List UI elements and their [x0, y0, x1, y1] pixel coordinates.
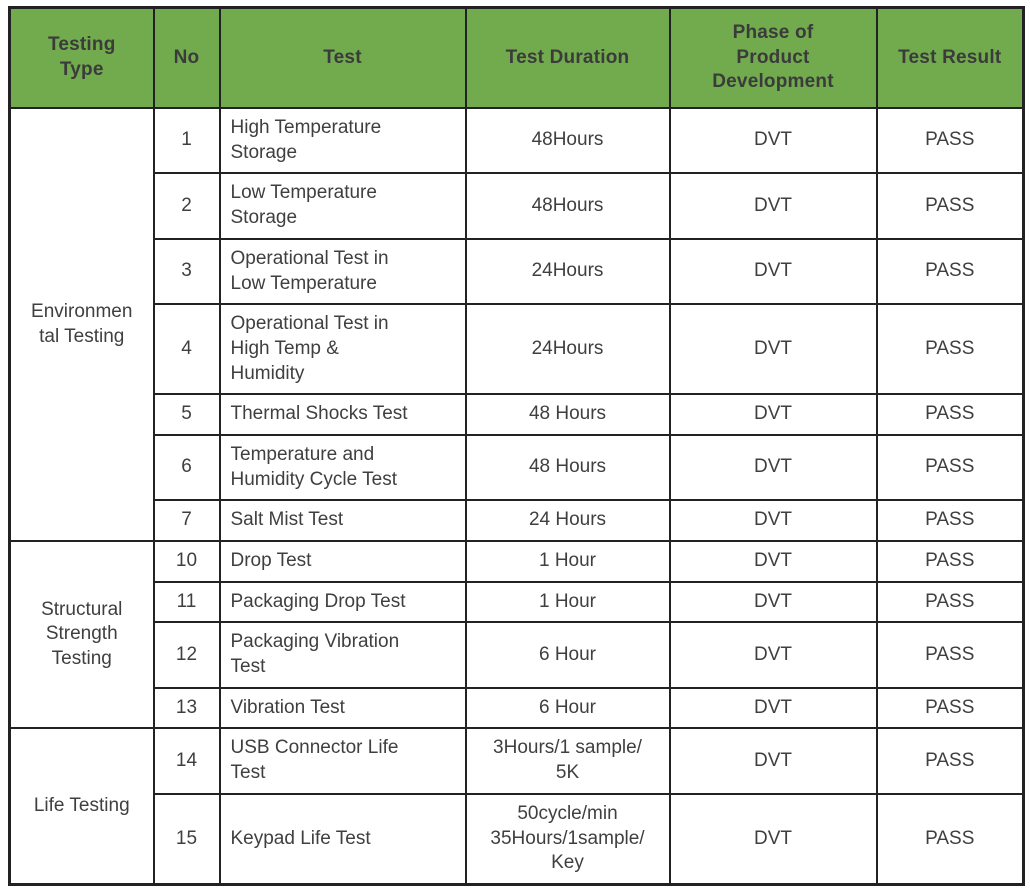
- table-row: 11 Packaging Drop Test 1 Hour DVT PASS: [10, 580, 1025, 624]
- table-row: 6 Temperature and Humidity Cycle Test 48…: [10, 433, 1025, 502]
- table-row: 15 Keypad Life Test 50cycle/min 35Hours/…: [10, 792, 1025, 886]
- cell-duration: 3Hours/1 sample/ 5K: [464, 727, 671, 795]
- cell-result: PASS: [875, 393, 1025, 436]
- reliability-test-table: Testing Type No Test Test Duration Phase…: [8, 6, 1025, 886]
- cell-no: 14: [152, 727, 221, 795]
- cell-phase: DVT: [668, 727, 878, 795]
- cell-duration: 48Hours: [464, 172, 671, 240]
- cell-duration: 1 Hour: [464, 580, 671, 624]
- group-label-life-testing: Life Testing: [8, 727, 155, 886]
- cell-test: USB Connector Life Test: [218, 727, 467, 795]
- cell-result: PASS: [875, 727, 1025, 795]
- cell-phase: DVT: [668, 172, 878, 240]
- cell-duration: 48 Hours: [464, 393, 671, 436]
- cell-no: 11: [152, 580, 221, 624]
- cell-no: 15: [152, 792, 221, 886]
- cell-test: Operational Test in Low Temperature: [218, 237, 467, 306]
- cell-test: Packaging Vibration Test: [218, 621, 467, 689]
- cell-phase: DVT: [668, 580, 878, 624]
- cell-result: PASS: [875, 540, 1025, 583]
- cell-test: Salt Mist Test: [218, 499, 467, 542]
- cell-no: 5: [152, 393, 221, 436]
- cell-phase: DVT: [668, 393, 878, 436]
- cell-duration: 24 Hours: [464, 499, 671, 542]
- cell-no: 10: [152, 540, 221, 583]
- cell-phase: DVT: [668, 540, 878, 583]
- cell-test: High Temperature Storage: [218, 107, 467, 175]
- table-row: Life Testing 14 USB Connector Life Test …: [8, 727, 1025, 886]
- cell-phase: DVT: [668, 303, 878, 396]
- cell-duration: 48Hours: [464, 107, 671, 175]
- cell-no: 3: [152, 237, 221, 306]
- table-row: 3 Operational Test in Low Temperature 24…: [10, 237, 1025, 306]
- header-no: No: [152, 6, 221, 110]
- cell-test: Temperature and Humidity Cycle Test: [218, 433, 467, 502]
- cell-duration: 24Hours: [464, 237, 671, 306]
- group-label-structural-strength-testing: Structural Strength Testing: [8, 539, 155, 730]
- table-row: 2 Low Temperature Storage 48Hours DVT PA…: [10, 172, 1025, 240]
- cell-result: PASS: [875, 580, 1025, 624]
- header-test-result: Test Result: [875, 6, 1025, 110]
- cell-duration: 50cycle/min 35Hours/1sample/ Key: [464, 792, 671, 886]
- header-testing-type: Testing Type: [8, 6, 155, 110]
- cell-phase: DVT: [668, 433, 878, 502]
- header-row: Testing Type No Test Test Duration Phase…: [8, 6, 1025, 110]
- cell-phase: DVT: [668, 621, 878, 689]
- cell-phase: DVT: [668, 686, 878, 730]
- cell-result: PASS: [875, 237, 1025, 306]
- table-body: Environmen tal Testing 1 High Temperatur…: [8, 107, 1025, 886]
- table-row: Structural Strength Testing 10 Drop Test…: [8, 539, 1025, 730]
- cell-test: Keypad Life Test: [218, 792, 467, 886]
- cell-no: 7: [152, 499, 221, 542]
- cell-test: Low Temperature Storage: [218, 172, 467, 240]
- cell-duration: 24Hours: [464, 303, 671, 396]
- cell-result: PASS: [875, 686, 1025, 730]
- cell-phase: DVT: [668, 107, 878, 175]
- cell-test: Thermal Shocks Test: [218, 393, 467, 436]
- header-test-duration: Test Duration: [464, 6, 671, 110]
- cell-phase: DVT: [668, 237, 878, 306]
- cell-test: Packaging Drop Test: [218, 580, 467, 624]
- table-row: 13 Vibration Test 6 Hour DVT PASS: [10, 686, 1025, 730]
- cell-result: PASS: [875, 621, 1025, 689]
- cell-no: 13: [152, 686, 221, 730]
- table-row: 12 Packaging Vibration Test 6 Hour DVT P…: [10, 621, 1025, 689]
- cell-test: Operational Test in High Temp & Humidity: [218, 303, 467, 396]
- table-row: 7 Salt Mist Test 24 Hours DVT PASS: [10, 499, 1025, 542]
- cell-no: 4: [152, 303, 221, 396]
- cell-duration: 6 Hour: [464, 621, 671, 689]
- cell-duration: 48 Hours: [464, 433, 671, 502]
- cell-no: 2: [152, 172, 221, 240]
- cell-result: PASS: [875, 792, 1025, 886]
- cell-test: Vibration Test: [218, 686, 467, 730]
- cell-result: PASS: [875, 107, 1025, 175]
- table-row: Environmen tal Testing 1 High Temperatur…: [8, 107, 1025, 542]
- cell-no: 1: [152, 107, 221, 175]
- table-header: Testing Type No Test Test Duration Phase…: [8, 6, 1025, 110]
- cell-result: PASS: [875, 499, 1025, 542]
- header-phase: Phase of Product Development: [668, 6, 878, 110]
- group-label-environmental-testing: Environmen tal Testing: [8, 107, 155, 542]
- cell-result: PASS: [875, 433, 1025, 502]
- cell-no: 12: [152, 621, 221, 689]
- cell-duration: 1 Hour: [464, 540, 671, 583]
- cell-phase: DVT: [668, 792, 878, 886]
- cell-result: PASS: [875, 172, 1025, 240]
- header-test: Test: [218, 6, 467, 110]
- cell-no: 6: [152, 433, 221, 502]
- cell-test: Drop Test: [218, 540, 467, 583]
- cell-duration: 6 Hour: [464, 686, 671, 730]
- cell-result: PASS: [875, 303, 1025, 396]
- table-row: 5 Thermal Shocks Test 48 Hours DVT PASS: [10, 393, 1025, 436]
- table-row: 4 Operational Test in High Temp & Humidi…: [10, 303, 1025, 396]
- cell-phase: DVT: [668, 499, 878, 542]
